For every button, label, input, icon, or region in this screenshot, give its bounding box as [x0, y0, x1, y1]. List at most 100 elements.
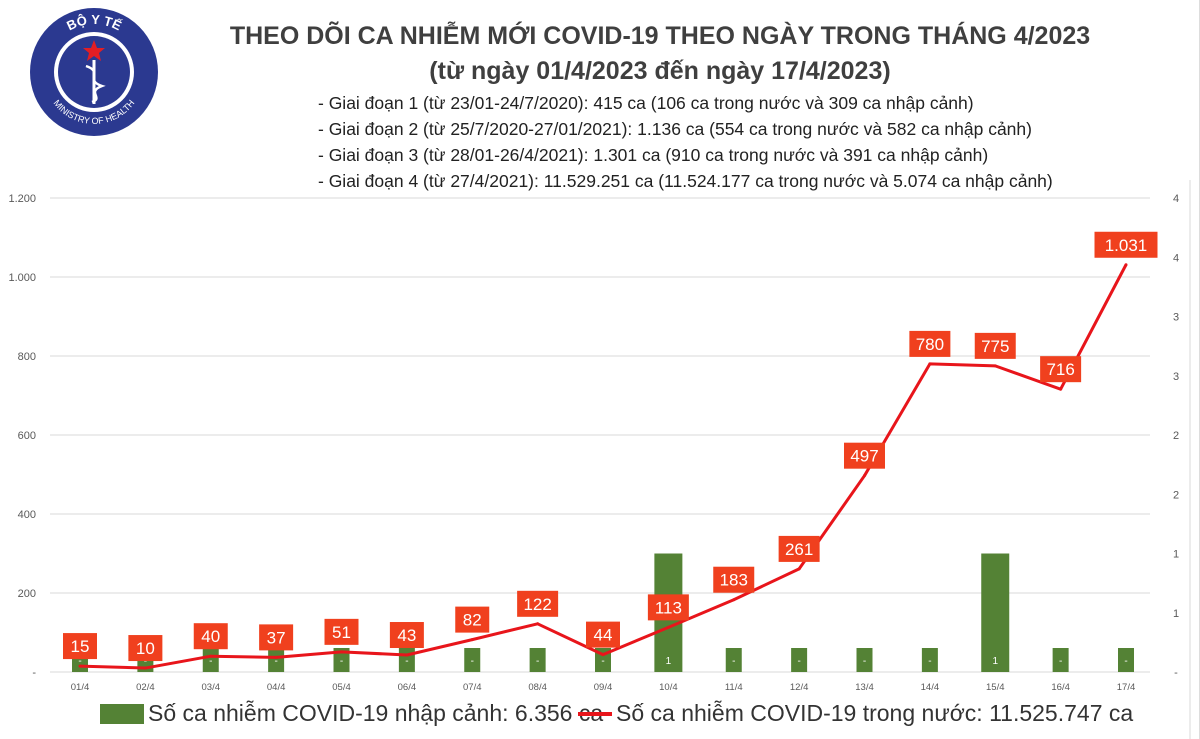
x-axis-tick: 13/4	[855, 682, 874, 693]
line-point	[797, 567, 801, 571]
data-label: 183	[720, 571, 748, 590]
data-label-box	[974, 332, 1016, 359]
x-axis-tick: 02/4	[136, 682, 155, 693]
data-label: 716	[1046, 360, 1074, 379]
left-axis-tick: 600	[18, 430, 36, 442]
right-axis-tick: 3	[1173, 312, 1179, 324]
data-label: 10	[136, 639, 155, 658]
left-axis-tick: 400	[18, 509, 36, 521]
bar-label: -	[1059, 656, 1062, 667]
data-label-box	[259, 624, 294, 651]
line-point	[1124, 263, 1128, 267]
bar-label: -	[209, 656, 212, 667]
bar-label: -	[863, 656, 866, 667]
data-label: 113	[655, 598, 682, 617]
bar-label: -	[274, 656, 277, 667]
bar-label: -	[732, 656, 735, 667]
right-axis-tick: 3	[1173, 371, 1179, 383]
data-label-box	[63, 633, 97, 660]
right-axis-tick: 4	[1173, 252, 1179, 264]
x-axis-tick: 01/4	[71, 682, 90, 693]
x-axis-tick: 07/4	[463, 682, 482, 693]
data-label: 122	[523, 595, 551, 614]
left-axis-tick: 1.200	[8, 193, 36, 205]
ministry-of-health-logo: BỘ Y TẾ MINISTRY OF HEALTH	[30, 8, 158, 136]
right-axis-tick: 1	[1173, 549, 1179, 561]
line-point	[863, 474, 866, 478]
stage-2-note: - Giai đoạn 2 (từ 25/7/2020-27/01/2021):…	[318, 119, 1032, 139]
bar-label: -	[928, 656, 931, 667]
legend-line-swatch	[578, 711, 612, 716]
bar-imported	[464, 648, 481, 672]
bar-label: -	[797, 656, 800, 667]
data-label-box	[389, 622, 424, 649]
line-point	[405, 653, 409, 657]
data-label: 780	[916, 335, 944, 354]
data-label: 44	[594, 626, 613, 645]
line-point	[143, 666, 147, 670]
x-axis-tick: 15/4	[986, 682, 1005, 693]
line-point	[732, 598, 736, 602]
right-axis-tick: 2	[1173, 489, 1179, 501]
chart-title: THEO DÕI CA NHIỄM MỚI COVID-19 THEO NGÀY…	[229, 22, 1091, 50]
data-label: 1.031	[1105, 236, 1148, 255]
line-point	[536, 622, 540, 626]
bar-imported	[202, 648, 219, 672]
bar-imported	[268, 648, 285, 672]
line-point	[209, 654, 213, 658]
line-point	[666, 625, 670, 629]
line-point	[470, 638, 474, 642]
bar-imported	[333, 648, 350, 672]
bar-imported	[529, 648, 546, 672]
data-label-box	[586, 621, 620, 648]
data-label-box	[455, 606, 490, 633]
data-label: 37	[267, 628, 286, 647]
bar-label: 1	[992, 656, 998, 667]
data-label-box	[1094, 231, 1158, 258]
line-point	[993, 364, 997, 368]
legend-bar-swatch	[100, 703, 144, 724]
x-axis-tick: 12/4	[790, 682, 809, 693]
x-axis-tick: 16/4	[1051, 682, 1070, 693]
data-label-box	[193, 623, 228, 650]
right-axis-tick: 1	[1173, 608, 1179, 620]
chart-subtitle: (từ ngày 01/4/2023 đến ngày 17/4/2023)	[429, 57, 891, 85]
bar-imported	[981, 553, 1010, 672]
bar-label: -	[340, 656, 343, 667]
data-label-box	[517, 590, 559, 617]
stage-4-note: - Giai đoạn 4 (từ 27/4/2021): 11.529.251…	[318, 171, 1053, 191]
right-axis-tick: -	[1174, 667, 1178, 679]
legend-domestic-label: Số ca nhiễm COVID-19 trong nước: 11.525.…	[616, 700, 1134, 726]
line-point	[928, 362, 932, 366]
data-label-box	[1040, 356, 1082, 383]
line-point	[1059, 387, 1063, 391]
x-axis-tick: 06/4	[398, 682, 417, 693]
left-axis-tick: -	[32, 667, 36, 679]
stage-3-note: - Giai đoạn 3 (từ 28/01-26/4/2021): 1.30…	[318, 145, 989, 165]
svg-text:BỘ Y TẾ: BỘ Y TẾ	[64, 12, 124, 34]
bar-imported	[1052, 648, 1069, 672]
data-label-box	[128, 635, 163, 662]
data-label: 51	[332, 623, 351, 642]
bar-label: -	[536, 656, 539, 667]
right-axis-tick: 2	[1173, 430, 1179, 442]
data-label-box	[778, 535, 820, 562]
bar-label: -	[471, 656, 474, 667]
data-label: 40	[201, 627, 220, 646]
bar-imported	[1118, 648, 1134, 672]
data-label: 82	[463, 611, 482, 630]
x-axis-tick: 11/4	[725, 682, 743, 693]
bar-imported	[725, 648, 742, 672]
data-label-box	[909, 330, 951, 357]
x-axis-tick: 10/4	[659, 682, 678, 693]
legend-domestic: Số ca nhiễm COVID-19 trong nước: 11.525.…	[578, 700, 1133, 727]
data-label-box	[713, 566, 755, 593]
x-axis-tick: 03/4	[202, 682, 221, 693]
data-label: 261	[785, 540, 813, 559]
stage-1-note: - Giai đoạn 1 (từ 23/01-24/7/2020): 415 …	[318, 93, 974, 113]
left-axis-tick: 800	[18, 351, 36, 363]
line-point	[601, 653, 605, 657]
legend-imported: Số ca nhiễm COVID-19 nhập cảnh: 6.356 ca	[100, 700, 603, 727]
bar-imported	[856, 648, 873, 672]
x-axis-tick: 14/4	[921, 682, 940, 693]
